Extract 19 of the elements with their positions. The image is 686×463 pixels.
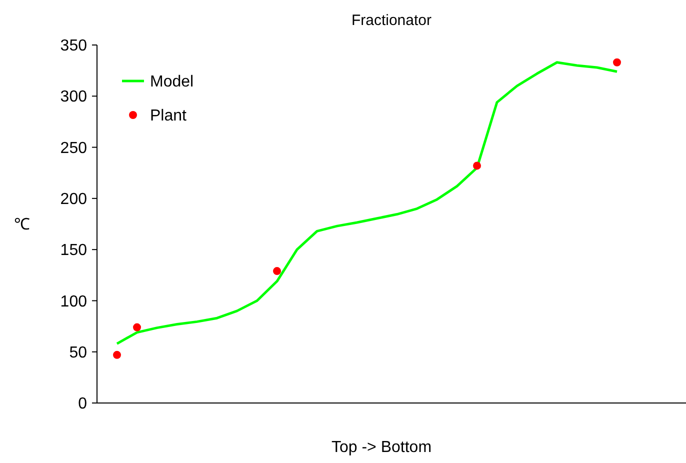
- point: [133, 323, 141, 332]
- y-tick-label: 300: [60, 88, 88, 106]
- x-axis-title: Top -> Bottom: [331, 439, 432, 456]
- y-tick-label: 150: [60, 242, 88, 260]
- point: [473, 162, 481, 170]
- point: [113, 350, 121, 359]
- line-series: [116, 61, 618, 345]
- y-tick-label: 0: [78, 396, 88, 413]
- legend-label: Plant: [150, 108, 188, 125]
- y-tick-label: 250: [60, 140, 88, 157]
- y-axis-title: ℃: [14, 216, 30, 234]
- y-tick-label: 350: [60, 38, 88, 55]
- y-tick-label: 100: [60, 293, 88, 310]
- y-tick-label: 50: [69, 344, 88, 362]
- point: [273, 267, 281, 276]
- y-tick-label: 200: [60, 191, 88, 208]
- point: [613, 58, 621, 66]
- legend-label: Model: [150, 74, 194, 91]
- chart-title: Fractionator: [351, 12, 432, 29]
